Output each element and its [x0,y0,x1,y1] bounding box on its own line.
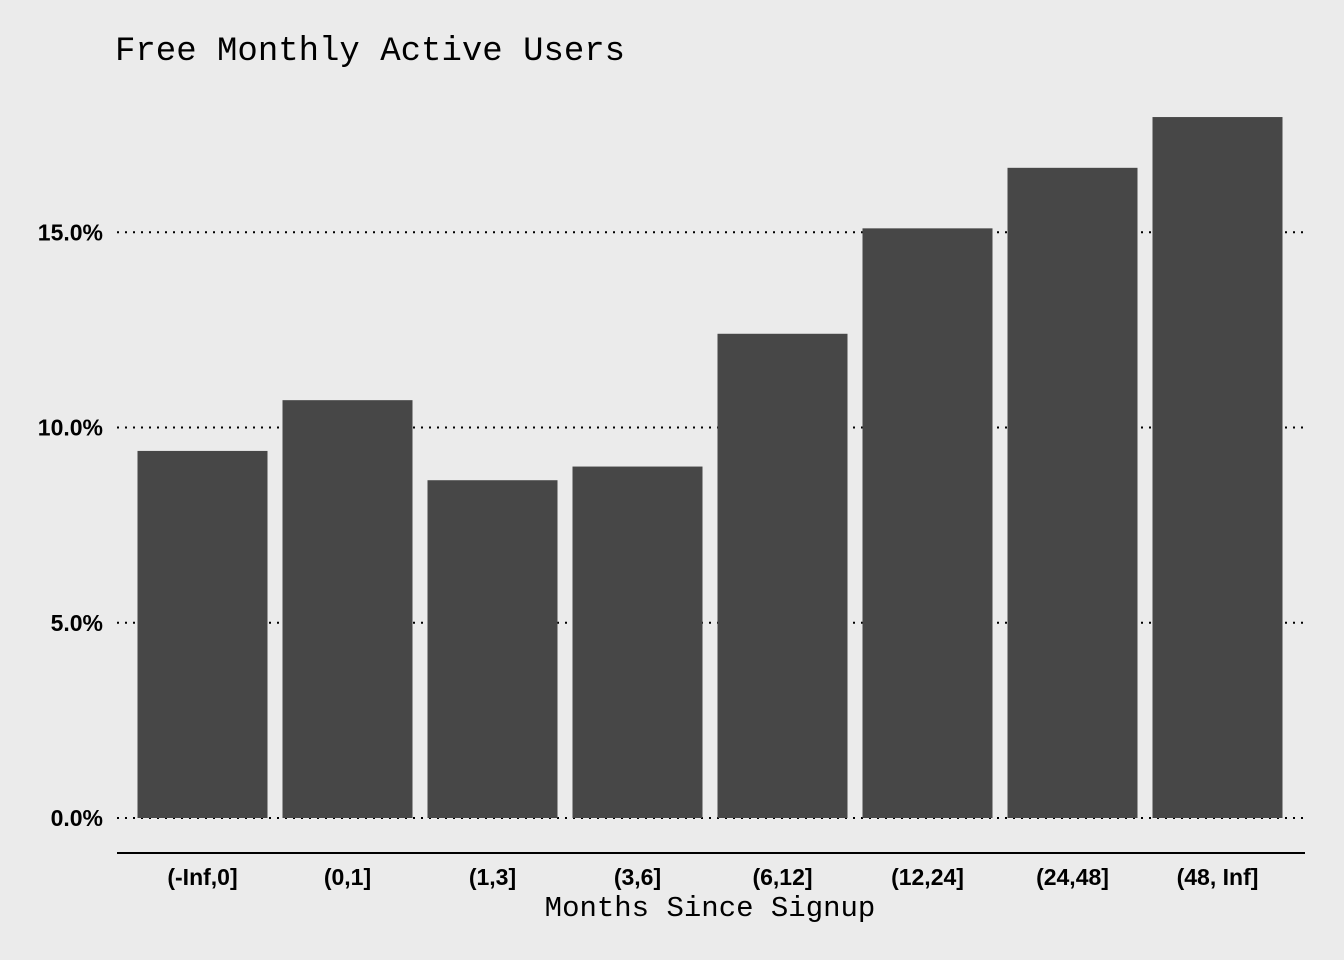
bar [1152,117,1283,819]
bar [1007,167,1138,818]
bar [427,480,558,818]
bar [862,228,993,819]
gridlines [117,231,1305,819]
chart-title: Free Monthly Active Users [115,33,625,71]
x-tick-label: (-Inf,0] [167,864,237,890]
y-tick-label: 15.0% [38,219,103,245]
x-tick-label: (48, Inf] [1177,864,1259,890]
x-tick-label: (0,1] [324,864,371,890]
x-axis-label: Months Since Signup [545,892,876,925]
bar [282,400,413,818]
bar [137,450,268,818]
x-tick-label: (1,3] [469,864,516,890]
bar [717,333,848,818]
y-tick-label: 0.0% [51,805,103,831]
y-tick-label: 10.0% [38,415,103,441]
x-tick-label: (6,12] [752,864,812,890]
bars [137,117,1283,819]
x-tick-label: (24,48] [1036,864,1109,890]
y-tick-label: 5.0% [51,610,103,636]
x-tick-labels: (-Inf,0] (0,1] (1,3] (3,6] (6,12] (12,24] (24,… [167,864,1258,890]
x-tick-label: (12,24] [891,864,964,890]
x-tick-label: (3,6] [614,864,661,890]
y-tick-labels: 0.0% 5.0% 10.0% 15.0% [38,219,103,831]
bar [572,466,703,818]
